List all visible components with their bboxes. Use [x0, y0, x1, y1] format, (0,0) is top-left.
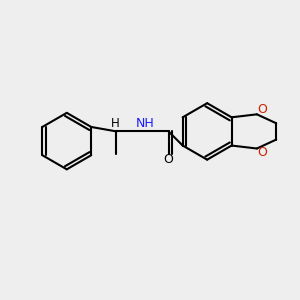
Text: H: H [111, 117, 119, 130]
Text: O: O [164, 153, 173, 166]
Text: O: O [257, 146, 267, 160]
Text: NH: NH [135, 117, 154, 130]
Text: O: O [257, 103, 267, 116]
